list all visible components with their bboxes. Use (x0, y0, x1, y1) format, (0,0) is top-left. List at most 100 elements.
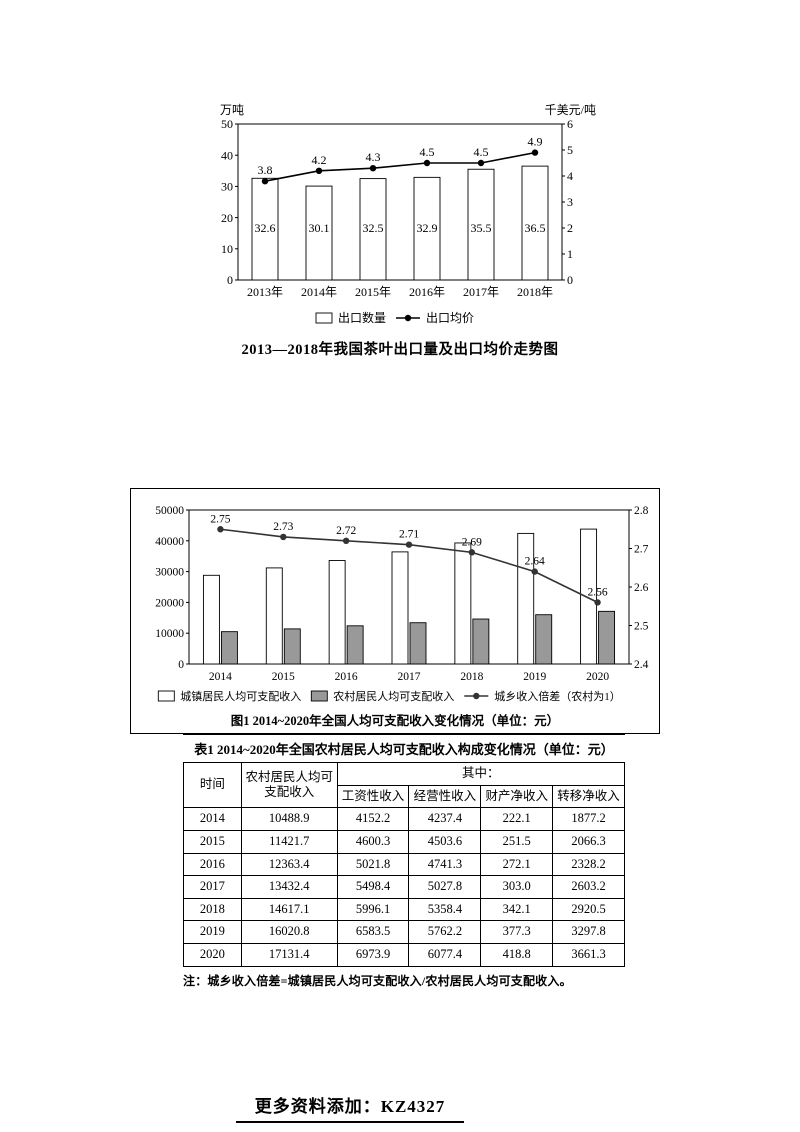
table-cell: 4237.4 (408, 807, 482, 831)
svg-text:32.5: 32.5 (363, 221, 384, 235)
table-cell: 17131.4 (240, 943, 338, 967)
header-sub: 财产净收入 (480, 784, 554, 809)
table-cell: 5021.8 (336, 852, 410, 877)
tea-export-chart: 0 10 20 30 40 50 0 1 2 3 4 5 6 万吨 千美元/吨 2013年 2014年 2015年… (220, 103, 596, 325)
svg-text:2014: 2014 (209, 671, 232, 683)
table-cell: 5358.4 (408, 897, 482, 922)
svg-text:2.71: 2.71 (399, 529, 419, 541)
svg-text:40000: 40000 (155, 536, 184, 548)
tea-export-chart-title: 2013—2018年我国茶叶出口量及出口均价走势图 (241, 342, 559, 358)
svg-text:城镇居民人均可支配收入: 城镇居民人均可支配收入 (180, 689, 301, 703)
table-cell: 2603.2 (552, 875, 625, 899)
line-series: 2.75 2.73 2.72 2.71 2.69 2.64 2.56 (210, 513, 608, 606)
table-row: 2019 16020.8 6583.5 5762.2 377.3 3297.8 (183, 920, 625, 944)
svg-text:2: 2 (567, 221, 573, 235)
table-cell: 418.8 (480, 943, 554, 967)
table-cell: 4503.6 (408, 829, 482, 854)
svg-text:30000: 30000 (155, 567, 184, 579)
footer-watermark: 更多资料添加：KZ4327 (236, 1092, 464, 1123)
x-axis-labels: 2013年 2014年 2015年 2016年 2017年 2018年 (247, 285, 553, 299)
income-figure: 0 10000 20000 30000 40000 50000 2.4 2.5 2.6 2.7 2.… (130, 488, 660, 734)
income-chart-caption: 图1 2014~2020年全国人均可支配收入变化情况（单位：元） (230, 714, 560, 728)
svg-text:2.56: 2.56 (588, 586, 608, 598)
table-cell: 12363.4 (240, 852, 338, 877)
svg-text:50: 50 (221, 117, 233, 131)
table-cell: 342.1 (480, 897, 554, 922)
header-sub: 经营性收入 (408, 784, 482, 809)
svg-text:2.7: 2.7 (634, 544, 649, 556)
table-row: 2016 12363.4 5021.8 4741.3 272.1 2328.2 (183, 852, 625, 877)
table-cell: 1877.2 (552, 807, 625, 831)
svg-text:2018: 2018 (460, 671, 483, 683)
table-note: 注：城乡收入倍差=城镇居民人均可支配收入/农村居民人均可支配收入。 (183, 973, 572, 988)
table-cell: 3661.3 (552, 943, 625, 967)
table-cell: 222.1 (480, 807, 554, 831)
table-cell: 2017 (183, 875, 242, 899)
tea-export-figure: 0 10 20 30 40 50 0 1 2 3 4 5 6 万吨 千美元/吨 2013年 2014年 2015年… (200, 92, 600, 359)
svg-text:3: 3 (567, 195, 573, 209)
table-cell: 2328.2 (552, 852, 625, 877)
table-cell: 11421.7 (240, 829, 338, 854)
table-cell: 2015 (183, 829, 242, 854)
table-cell: 14617.1 (240, 897, 338, 922)
legend: 出口数量 出口均价 (315, 310, 474, 325)
header-total: 农村居民人均可支配收入 (240, 761, 338, 809)
svg-text:4.5: 4.5 (474, 145, 489, 159)
svg-text:36.5: 36.5 (525, 221, 546, 235)
svg-text:农村居民人均可支配收入: 农村居民人均可支配收入 (333, 689, 454, 703)
svg-text:出口数量: 出口数量 (338, 310, 386, 325)
svg-text:千美元/吨: 千美元/吨 (545, 103, 596, 117)
svg-text:2013年: 2013年 (247, 285, 283, 299)
svg-text:35.5: 35.5 (471, 221, 492, 235)
svg-text:40: 40 (221, 148, 233, 162)
legend: 城镇居民人均可支配收入 农村居民人均可支配收入 城乡收入倍差（农村为1） (157, 689, 621, 703)
table-cell: 5762.2 (408, 920, 482, 944)
svg-text:2.69: 2.69 (462, 536, 482, 548)
header-sub: 转移净收入 (552, 784, 625, 809)
svg-text:0: 0 (178, 659, 184, 671)
table-cell: 4741.3 (408, 852, 482, 877)
svg-text:1: 1 (567, 247, 573, 261)
svg-text:6: 6 (567, 117, 573, 131)
svg-text:50000: 50000 (155, 505, 184, 517)
line-series: 3.8 4.2 4.3 4.5 4.5 4.9 (258, 135, 543, 185)
svg-text:2016: 2016 (335, 671, 358, 683)
svg-text:3.8: 3.8 (258, 163, 273, 177)
table-cell: 272.1 (480, 852, 554, 877)
table-cell: 5027.8 (408, 875, 482, 899)
svg-text:2.64: 2.64 (525, 556, 545, 568)
income-chart: 0 10000 20000 30000 40000 50000 2.4 2.5 2.6 2.7 2.… (155, 505, 649, 703)
table-row: 2017 13432.4 5498.4 5027.8 303.0 2603.2 (183, 875, 625, 899)
svg-text:2019: 2019 (523, 671, 546, 683)
svg-text:2.75: 2.75 (210, 513, 230, 525)
svg-text:2.8: 2.8 (634, 505, 649, 517)
bar-series-1: 32.6 30.1 32.5 32.9 35.5 36.5 (251, 165, 549, 281)
svg-text:30: 30 (221, 180, 233, 194)
table-cell: 5996.1 (336, 897, 410, 922)
table-row: 2018 14617.1 5996.1 5358.4 342.1 2920.5 (183, 897, 625, 922)
svg-text:2.72: 2.72 (336, 525, 356, 537)
table-cell: 2019 (183, 920, 242, 944)
svg-text:2018年: 2018年 (517, 285, 553, 299)
svg-text:2.73: 2.73 (273, 521, 293, 533)
svg-text:万吨: 万吨 (220, 103, 244, 117)
svg-text:2015年: 2015年 (355, 285, 391, 299)
svg-text:32.6: 32.6 (255, 221, 276, 235)
table-cell: 6077.4 (408, 943, 482, 967)
table-cell: 2014 (183, 807, 242, 831)
svg-text:4.5: 4.5 (420, 145, 435, 159)
table-row: 2020 17131.4 6973.9 6077.4 418.8 3661.3 (183, 943, 625, 967)
table-row: 2014 10488.9 4152.2 4237.4 222.1 1877.2 (183, 807, 625, 831)
bar-series-2 (220, 610, 616, 665)
svg-text:4.2: 4.2 (312, 153, 327, 167)
header-group: 其中： (336, 762, 626, 786)
table-cell: 3297.8 (552, 920, 625, 944)
table-cell: 4152.2 (336, 807, 410, 831)
svg-text:10000: 10000 (155, 628, 184, 640)
svg-text:2015: 2015 (272, 671, 295, 683)
svg-text:10: 10 (221, 242, 233, 256)
svg-text:2014年: 2014年 (301, 285, 337, 299)
svg-text:32.9: 32.9 (417, 221, 438, 235)
table-cell: 10488.9 (240, 807, 338, 831)
svg-text:城乡收入倍差（农村为1）: 城乡收入倍差（农村为1） (494, 689, 621, 703)
